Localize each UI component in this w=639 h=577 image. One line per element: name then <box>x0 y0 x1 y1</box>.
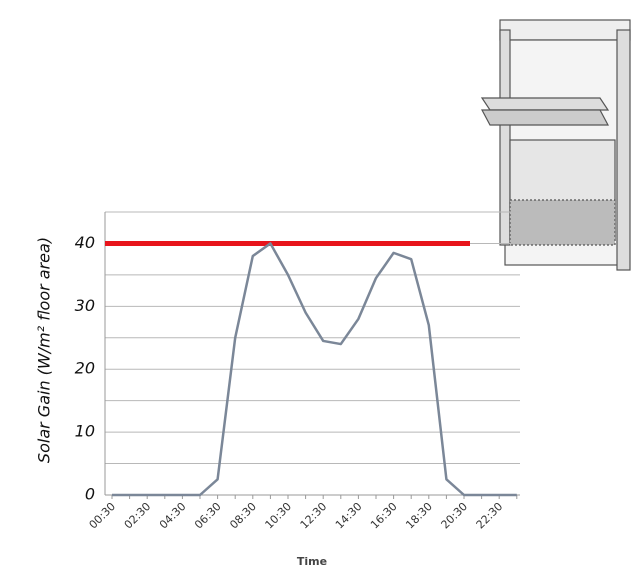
x-tick-label: 14:30 <box>333 500 365 532</box>
x-axis-title: Time <box>297 555 327 568</box>
series-line <box>112 242 517 497</box>
x-tick-label: 18:30 <box>403 500 435 532</box>
x-tick-label: 20:30 <box>439 500 471 532</box>
y-tick-label: 10 <box>75 422 95 441</box>
y-tick-label: 0 <box>85 485 95 504</box>
facade-illustration <box>480 19 631 271</box>
x-tick-label: 02:30 <box>122 500 154 532</box>
x-tick-label: 04:30 <box>157 500 189 532</box>
y-axis-title: Solar Gain (W/m² floor area) <box>35 237 54 463</box>
x-tick-label: 10:30 <box>263 500 295 532</box>
x-tick-label: 06:30 <box>192 500 224 532</box>
x-tick-label: 22:30 <box>474 500 506 532</box>
x-tick-label: 00:30 <box>87 500 119 532</box>
y-tick-label: 20 <box>75 359 95 378</box>
y-tick-label: 40 <box>75 233 95 252</box>
x-tick-label: 12:30 <box>298 500 330 532</box>
x-tick-label: 08:30 <box>227 500 259 532</box>
y-tick-label: 30 <box>75 296 95 315</box>
x-tick-label: 16:30 <box>368 500 400 532</box>
